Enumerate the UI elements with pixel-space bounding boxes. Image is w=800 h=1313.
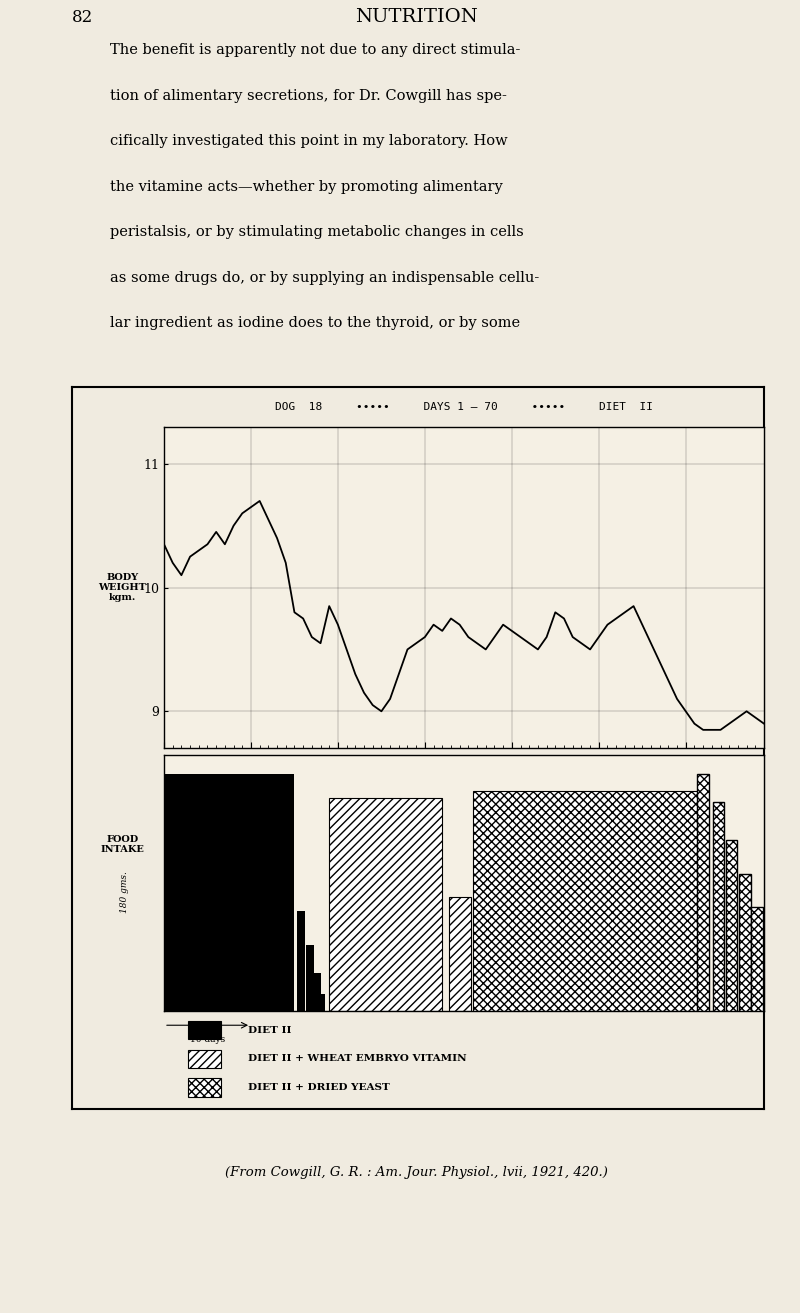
Text: tion of alimentary secretions, for Dr. Cowgill has spe-: tion of alimentary secretions, for Dr. C… bbox=[110, 88, 506, 102]
Text: DIET II + WHEAT EMBRYO VITAMIN: DIET II + WHEAT EMBRYO VITAMIN bbox=[248, 1054, 466, 1064]
Bar bbox=[314, 973, 322, 1011]
Bar bbox=[739, 873, 750, 1011]
Text: The benefit is apparently not due to any direct stimula-: The benefit is apparently not due to any… bbox=[110, 43, 520, 56]
Bar bbox=[306, 944, 314, 1011]
Text: FOOD
INTAKE: FOOD INTAKE bbox=[100, 835, 144, 855]
Bar bbox=[188, 1049, 221, 1069]
Text: NUTRITION: NUTRITION bbox=[354, 8, 478, 26]
Bar bbox=[188, 1022, 221, 1040]
Text: the vitamine acts—whether by promoting alimentary: the vitamine acts—whether by promoting a… bbox=[110, 180, 502, 193]
Bar bbox=[164, 773, 294, 1011]
Text: 10 days: 10 days bbox=[190, 1035, 225, 1044]
Bar bbox=[188, 1078, 221, 1096]
Text: peristalsis, or by stimulating metabolic changes in cells: peristalsis, or by stimulating metabolic… bbox=[110, 225, 523, 239]
Bar bbox=[698, 773, 709, 1011]
Bar bbox=[330, 798, 442, 1011]
Text: BODY
WEIGHT
kgm.: BODY WEIGHT kgm. bbox=[98, 572, 146, 603]
Text: DIET II + DRIED YEAST: DIET II + DRIED YEAST bbox=[248, 1083, 390, 1092]
Text: lar ingredient as iodine does to the thyroid, or by some: lar ingredient as iodine does to the thy… bbox=[110, 316, 520, 330]
Text: (From Cowgill, G. R. : Am. Jour. Physiol., lvii, 1921, 420.): (From Cowgill, G. R. : Am. Jour. Physiol… bbox=[225, 1166, 607, 1179]
Bar bbox=[321, 994, 326, 1011]
Text: DOG  18     •••••     DAYS 1 – 70     •••••     DIET  II: DOG 18 ••••• DAYS 1 – 70 ••••• DIET II bbox=[275, 402, 653, 412]
Bar bbox=[726, 840, 738, 1011]
Bar bbox=[473, 790, 698, 1011]
Text: 180 gms.: 180 gms. bbox=[120, 872, 130, 914]
Text: 82: 82 bbox=[72, 9, 94, 26]
Bar bbox=[449, 897, 470, 1011]
Bar bbox=[713, 802, 725, 1011]
Bar bbox=[298, 911, 306, 1011]
Text: cifically investigated this point in my laboratory. How: cifically investigated this point in my … bbox=[110, 134, 507, 148]
Text: DIET II: DIET II bbox=[248, 1025, 291, 1035]
Text: as some drugs do, or by supplying an indispensable cellu-: as some drugs do, or by supplying an ind… bbox=[110, 270, 539, 285]
Bar bbox=[751, 907, 762, 1011]
